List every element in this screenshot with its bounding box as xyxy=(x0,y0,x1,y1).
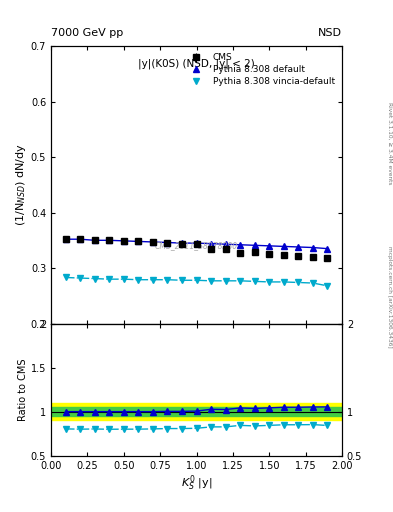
Pythia 8.308 vincia-default xyxy=(194,277,199,283)
Pythia 8.308 default xyxy=(310,244,315,250)
Text: NSD: NSD xyxy=(318,28,342,38)
Pythia 8.308 vincia-default xyxy=(310,280,315,286)
Pythia 8.308 vincia-default xyxy=(267,279,272,285)
Y-axis label: (1/N$_{NSD}$) dN/dy: (1/N$_{NSD}$) dN/dy xyxy=(14,143,28,226)
Pythia 8.308 vincia-default xyxy=(121,276,126,282)
Pythia 8.308 default xyxy=(165,240,170,246)
Pythia 8.308 vincia-default xyxy=(78,275,83,281)
Pythia 8.308 vincia-default xyxy=(151,276,155,283)
Legend: CMS, Pythia 8.308 default, Pythia 8.308 vincia-default: CMS, Pythia 8.308 default, Pythia 8.308 … xyxy=(185,51,338,89)
Pythia 8.308 vincia-default xyxy=(92,275,97,282)
Pythia 8.308 vincia-default xyxy=(136,276,141,283)
Pythia 8.308 vincia-default xyxy=(180,277,184,283)
Pythia 8.308 vincia-default xyxy=(252,279,257,285)
Pythia 8.308 default xyxy=(223,241,228,247)
Text: |y|(K0S) (NSD, |y| < 2): |y|(K0S) (NSD, |y| < 2) xyxy=(138,58,255,69)
Text: 7000 GeV pp: 7000 GeV pp xyxy=(51,28,123,38)
Pythia 8.308 default xyxy=(296,244,301,250)
Pythia 8.308 default xyxy=(209,241,213,247)
Pythia 8.308 default xyxy=(281,243,286,249)
Pythia 8.308 vincia-default xyxy=(223,278,228,284)
Pythia 8.308 default xyxy=(136,239,141,245)
Text: mcplots.cern.ch [arXiv:1306.3436]: mcplots.cern.ch [arXiv:1306.3436] xyxy=(387,246,392,348)
Pythia 8.308 default xyxy=(63,236,68,242)
Pythia 8.308 default xyxy=(252,242,257,248)
Line: Pythia 8.308 vincia-default: Pythia 8.308 vincia-default xyxy=(63,275,330,289)
Pythia 8.308 vincia-default xyxy=(238,278,242,284)
Pythia 8.308 default xyxy=(78,236,83,242)
Pythia 8.308 vincia-default xyxy=(325,283,330,289)
Pythia 8.308 default xyxy=(151,239,155,245)
Pythia 8.308 default xyxy=(92,237,97,243)
Pythia 8.308 vincia-default xyxy=(107,276,112,282)
X-axis label: $K^0_S$ |y|: $K^0_S$ |y| xyxy=(181,473,212,493)
Pythia 8.308 vincia-default xyxy=(165,276,170,283)
Text: Rivet 3.1.10, ≥ 3.4M events: Rivet 3.1.10, ≥ 3.4M events xyxy=(387,102,392,185)
Pythia 8.308 default xyxy=(107,237,112,243)
Pythia 8.308 vincia-default xyxy=(209,278,213,284)
Pythia 8.308 default xyxy=(194,240,199,246)
Pythia 8.308 default xyxy=(267,243,272,249)
Y-axis label: Ratio to CMS: Ratio to CMS xyxy=(18,358,28,421)
Pythia 8.308 vincia-default xyxy=(296,280,301,286)
Pythia 8.308 vincia-default xyxy=(63,274,68,281)
Pythia 8.308 default xyxy=(238,242,242,248)
Pythia 8.308 default xyxy=(121,238,126,244)
Line: Pythia 8.308 default: Pythia 8.308 default xyxy=(63,237,330,251)
Pythia 8.308 default xyxy=(325,246,330,252)
Text: CMS_2011_S8978280: CMS_2011_S8978280 xyxy=(155,241,238,250)
Pythia 8.308 vincia-default xyxy=(281,279,286,285)
Pythia 8.308 default xyxy=(180,240,184,246)
